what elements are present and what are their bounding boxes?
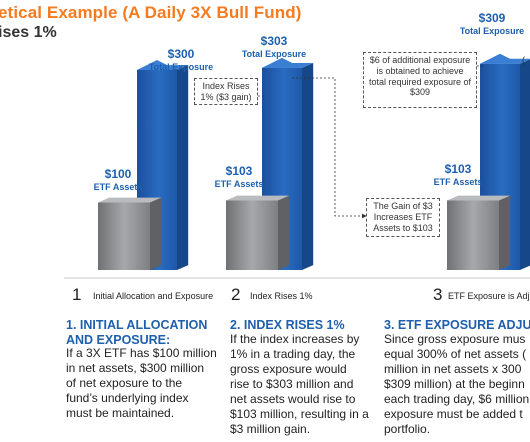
exposure-label-2: $303 Total Exposure — [236, 34, 312, 59]
section-1-text: If a 3X ETF has $100 million in net asse… — [66, 346, 217, 420]
exposure-label-1: $300 Total Exposure — [143, 47, 219, 72]
step-label-2: Index Rises 1% — [250, 291, 313, 301]
note-additional: $6 of additional exposure is obtained to… — [363, 52, 477, 108]
exposure-value: $309 — [478, 11, 506, 25]
assets-value: $103 — [225, 164, 253, 178]
exposure-caption: Total Exposure — [459, 25, 525, 36]
section-3-heading: 3. ETF EXPOSURE ADJUST — [384, 318, 530, 332]
exposure-label-3: $309 Total Exposure — [454, 11, 530, 36]
exposure-bar-1-top — [137, 65, 189, 70]
assets-value: $100 — [104, 167, 132, 181]
assets-caption: ETF Assets — [214, 178, 264, 189]
assets-caption: ETF Assets — [433, 176, 483, 187]
step-number-1: 1 — [72, 285, 82, 304]
assets-bar-2-front — [226, 200, 278, 270]
exposure-caption: Total Exposure — [241, 48, 307, 59]
assets-label-3: $103 ETF Assets — [428, 162, 488, 187]
exposure-bar-2-side — [302, 63, 314, 270]
step-label-1: Initial Allocation and Exposure — [93, 291, 214, 301]
section-2-text: If the index increases by 1% in a tradin… — [230, 332, 369, 436]
assets-caption: ETF Assets — [93, 181, 143, 192]
assets-bar-1-side — [150, 197, 162, 270]
assets-value: $103 — [444, 162, 472, 176]
note-gain: The Gain of $3 Increases ETF Assets to $… — [366, 198, 440, 237]
assets-bar-1-top — [98, 197, 162, 203]
exposure-bar-2-top — [262, 63, 314, 68]
section-1-heading: 1. INITIAL ALLOCATION AND EXPOSURE: — [66, 318, 208, 347]
assets-bar-1-front — [98, 202, 150, 270]
exposure-value: $300 — [167, 47, 195, 61]
page-subtitle: ises 1% — [0, 24, 57, 41]
assets-bar-3-top — [447, 195, 511, 201]
step-label-3: ETF Exposure is Adjust — [448, 291, 530, 301]
connector-gain — [292, 77, 367, 219]
step-number-2: 2 — [231, 285, 241, 304]
assets-label-2: $103 ETF Assets — [209, 164, 269, 189]
exposure-caption: Total Exposure — [148, 61, 214, 72]
assets-bar-3-side — [499, 195, 511, 270]
note-index-rises: Index Rises 1% ($3 gain) — [194, 78, 258, 105]
page-title: etical Example (A Daily 3X Bull Fund) — [0, 3, 302, 22]
exposure-value: $303 — [260, 34, 288, 48]
assets-label-1: $100 ETF Assets — [88, 167, 148, 192]
exposure-bar-3-side — [520, 59, 530, 270]
step-number-3: 3 — [433, 285, 443, 304]
note-right-edge: ( — [522, 55, 525, 65]
assets-bar-2-top — [226, 195, 290, 201]
section-2-heading: 2. INDEX RISES 1% — [230, 318, 345, 332]
section-3-text: Since gross exposure mus equal 300% of n… — [384, 332, 530, 436]
assets-bar-3-front — [447, 200, 499, 270]
exposure-bar-1-side — [177, 65, 189, 270]
exposure-bar-3-top — [480, 58, 530, 64]
assets-bar-2-side — [278, 195, 290, 270]
